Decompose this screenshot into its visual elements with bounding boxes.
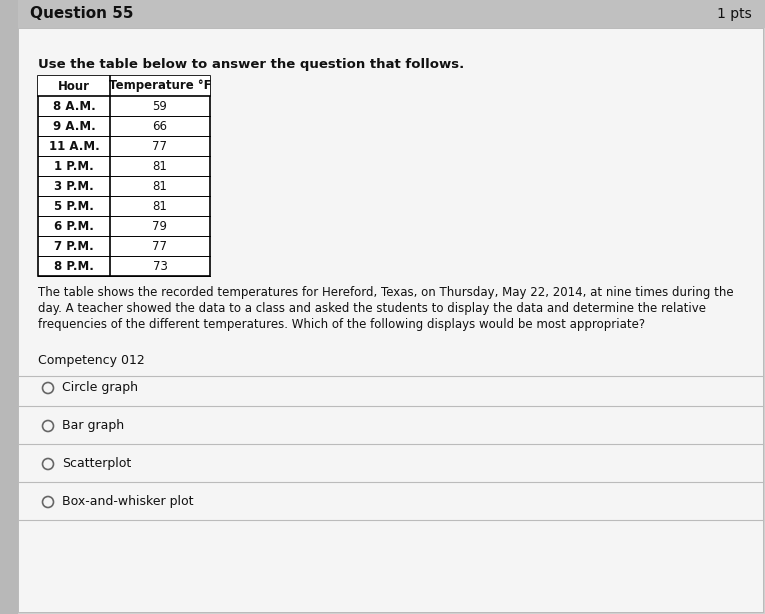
Text: 81: 81	[152, 179, 168, 193]
Text: 81: 81	[152, 200, 168, 212]
Text: 8 P.M.: 8 P.M.	[54, 260, 94, 273]
Text: 7 P.M.: 7 P.M.	[54, 239, 94, 252]
Bar	[0, 0, 18, 614]
Bar	[38, 76, 210, 276]
Text: 66: 66	[152, 120, 168, 133]
Text: Hour: Hour	[58, 79, 90, 93]
Text: 3 P.M.: 3 P.M.	[54, 179, 94, 193]
Text: The table shows the recorded temperatures for Hereford, Texas, on Thursday, May : The table shows the recorded temperature…	[38, 286, 734, 299]
Text: 77: 77	[152, 139, 168, 152]
Text: Box-and-whisker plot: Box-and-whisker plot	[62, 495, 194, 508]
Text: 73: 73	[152, 260, 168, 273]
Text: Use the table below to answer the question that follows.: Use the table below to answer the questi…	[38, 58, 464, 71]
Bar	[38, 76, 210, 96]
Text: 6 P.M.: 6 P.M.	[54, 219, 94, 233]
Text: 5 P.M.: 5 P.M.	[54, 200, 94, 212]
Text: 11 A.M.: 11 A.M.	[49, 139, 99, 152]
Text: day. A teacher showed the data to a class and asked the students to display the : day. A teacher showed the data to a clas…	[38, 302, 706, 315]
Text: Scatterplot: Scatterplot	[62, 457, 132, 470]
Text: 59: 59	[152, 99, 168, 112]
Text: 81: 81	[152, 160, 168, 173]
Text: 1 pts: 1 pts	[718, 7, 752, 21]
Text: Question 55: Question 55	[30, 7, 134, 21]
Text: Circle graph: Circle graph	[62, 381, 138, 395]
Text: 77: 77	[152, 239, 168, 252]
Text: frequencies of the different temperatures. Which of the following displays would: frequencies of the different temperature…	[38, 318, 645, 331]
Text: 9 A.M.: 9 A.M.	[53, 120, 96, 133]
Bar	[0, 0, 765, 28]
Text: Bar graph: Bar graph	[62, 419, 124, 432]
Text: Competency 012: Competency 012	[38, 354, 145, 367]
Text: 79: 79	[152, 219, 168, 233]
Text: 8 A.M.: 8 A.M.	[53, 99, 96, 112]
Text: Temperature °F: Temperature °F	[109, 79, 211, 93]
Text: 1 P.M.: 1 P.M.	[54, 160, 94, 173]
